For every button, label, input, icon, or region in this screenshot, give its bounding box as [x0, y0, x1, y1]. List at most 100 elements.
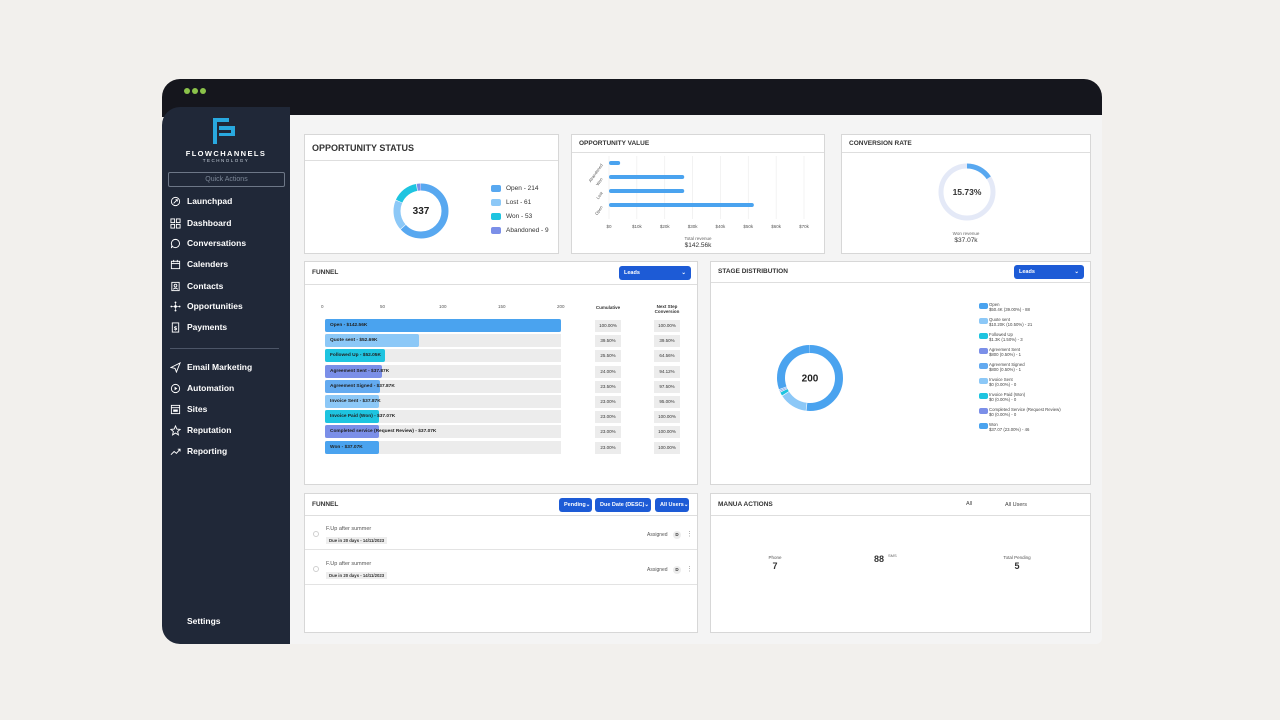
- more-options-icon[interactable]: ⋮: [686, 531, 693, 538]
- sidebar-item-label: Settings: [187, 616, 221, 626]
- rocket-icon: [169, 195, 181, 207]
- sidebar-item-sites[interactable]: Sites: [169, 402, 207, 416]
- sidebar-item-reputation[interactable]: Reputation: [169, 423, 231, 437]
- funnel-axis-label: 200: [557, 304, 565, 309]
- x-tick-label: $10k: [632, 224, 643, 229]
- legend-swatch: [979, 318, 988, 324]
- users-filter[interactable]: All Users ⌄: [655, 498, 689, 512]
- pending-filter[interactable]: Pending ⌄: [559, 498, 592, 512]
- sidebar-item-settings[interactable]: Settings: [187, 614, 221, 628]
- conversion-rate-card: CONVERSION RATE 15.73% Won revenue $37.0…: [841, 134, 1091, 254]
- all-filter[interactable]: All: [966, 501, 973, 507]
- flowchannels-logo-icon: [213, 118, 235, 144]
- funnel-bar[interactable]: Invoice Sent - $37.87K: [325, 395, 381, 408]
- assignee-avatar[interactable]: D: [673, 566, 681, 574]
- funnel-bar[interactable]: Invoice Paid (Won) - $37.07K: [325, 410, 395, 424]
- legend-swatch: [979, 333, 988, 339]
- funnel-bar[interactable]: Quote sent - $52.69K: [325, 334, 420, 348]
- sidebar-item-label: Payments: [187, 322, 228, 332]
- legend-label: Lost - 61: [506, 199, 532, 206]
- donut-segment: [777, 345, 843, 411]
- task-checkbox[interactable]: [313, 566, 319, 572]
- legend-stage-name: Completed Service (Request Review): [989, 407, 1061, 412]
- sidebar-item-dashboard[interactable]: Dashboard: [169, 216, 231, 230]
- sidebar-item-reporting[interactable]: Reporting: [169, 444, 227, 458]
- y-tick-label: Open: [594, 204, 604, 216]
- sidebar-item-email-marketing[interactable]: Email Marketing: [169, 360, 252, 374]
- sidebar-item-label: Email Marketing: [187, 362, 253, 372]
- legend-swatch: [979, 348, 988, 354]
- legend-label: Abandoned - 9: [506, 227, 549, 234]
- card-title: CONVERSION RATE: [849, 140, 912, 147]
- card-divider: [842, 152, 1090, 153]
- next-step-value: 39.50%: [654, 335, 680, 348]
- total-revenue-value: $142.56k: [684, 242, 712, 249]
- due-date-sort[interactable]: Due Date (DESC) ⌄: [595, 498, 651, 512]
- funnel-axis-label: 50: [380, 304, 386, 309]
- next-step-header: Next Step Conversion: [649, 304, 685, 314]
- window-dot-1[interactable]: [184, 88, 190, 94]
- next-step-value: 100.00%: [654, 441, 680, 454]
- total-pending-value: 5: [1014, 561, 1020, 571]
- sidebar-item-payments[interactable]: $ Payments: [169, 320, 227, 334]
- sidebar-item-opportunities[interactable]: Opportunities: [169, 299, 243, 313]
- chevron-down-icon: ⌄: [681, 270, 686, 276]
- funnel-chart: 0 50 100 150 200 Open - $142.56K 100.00% 100.00…: [305, 262, 697, 484]
- funnel-bar[interactable]: Open - $142.56K: [325, 319, 561, 332]
- card-divider: [711, 282, 1090, 283]
- phone-value: 7: [772, 561, 778, 571]
- funnel-bar[interactable]: Agreement Sent - $37.87K: [325, 364, 389, 378]
- task-checkbox[interactable]: [313, 531, 319, 537]
- cumulative-value: 39.50%: [595, 335, 621, 348]
- gauge-arc: [938, 163, 996, 221]
- sidebar-item-label: Calenders: [187, 259, 229, 269]
- sidebar-item-conversations[interactable]: Conversations: [169, 236, 246, 250]
- all-users-filter[interactable]: All Users: [1005, 502, 1028, 508]
- assignee-avatar[interactable]: D: [673, 531, 681, 539]
- task-row[interactable]: F.Up after summer Due in 20 days - 14/11…: [305, 516, 697, 550]
- opportunity-value-chart: $0 $10k $20k $30k $40k $50k $60k $70kAbandonedW…: [587, 156, 810, 229]
- legend-swatch: [491, 199, 501, 206]
- next-step-value: 100.00%: [654, 411, 680, 424]
- window-dot-3[interactable]: [200, 88, 206, 94]
- opportunity-value-card: OPPORTUNITY VALUE $0 $10k $20k $30k $40k $50k…: [571, 134, 825, 254]
- task-title: F.Up after summer: [326, 561, 372, 567]
- quick-actions-input[interactable]: Quick Actions: [168, 172, 285, 187]
- legend-label: Won - 53: [506, 213, 533, 220]
- stage-select[interactable]: Leads ⌄: [1014, 265, 1084, 279]
- funnel-bar[interactable]: Agreement Signed - $37.87K: [325, 379, 395, 393]
- legend-item: Won - 53: [491, 213, 532, 220]
- funnel-bar[interactable]: Followed Up - $52.05K: [325, 349, 386, 363]
- manual-actions-card: MANUA ACTIONS All All Users Phone 7 88 S…: [710, 493, 1091, 633]
- more-options-icon[interactable]: ⋮: [686, 566, 693, 573]
- task-row[interactable]: F.Up after summer Due in 20 days - 14/11…: [305, 551, 697, 585]
- select-value: Leads: [624, 270, 640, 276]
- sidebar-divider: [170, 348, 279, 349]
- sites-icon: [169, 403, 181, 415]
- sidebar-item-calenders[interactable]: Calenders: [169, 257, 228, 271]
- next-step-value: 64.56%: [654, 350, 680, 363]
- card-divider: [572, 152, 824, 153]
- legend-label: Open $50.4K (39.00%) - 88: [989, 302, 1030, 312]
- funnel-stage-select[interactable]: Leads ⌄: [619, 266, 691, 280]
- select-value: Due Date (DESC): [600, 502, 645, 508]
- task-assigned-label: Assigned: [647, 567, 668, 573]
- legend-swatch: [979, 303, 988, 309]
- x-tick-label: $60k: [771, 224, 782, 229]
- sidebar-item-launchpad[interactable]: Launchpad: [169, 194, 232, 208]
- card-title: FUNNEL: [312, 269, 339, 276]
- card-divider: [305, 284, 697, 285]
- legend-stage-name: Agreement Signed: [989, 362, 1025, 367]
- funnel-bar[interactable]: Completed service (Request Review) - $37…: [325, 425, 436, 439]
- cumulative-value: 23.00%: [595, 441, 621, 454]
- window-dot-2[interactable]: [192, 88, 198, 94]
- x-tick-label: $30k: [688, 224, 699, 229]
- funnel-bar[interactable]: Won - $37.07K: [325, 440, 380, 454]
- sidebar-item-automation[interactable]: Automation: [169, 381, 234, 395]
- bar: [609, 161, 621, 165]
- sidebar-item-contacts[interactable]: Contacts: [169, 279, 223, 293]
- legend-item: Open - 214: [491, 185, 539, 192]
- legend-label: Agreement Sent $800 (0.50%) - 1: [989, 347, 1021, 357]
- legend-stage-value: $0 (0.00%) - 0: [989, 412, 1017, 418]
- legend-stage-name: Invoice Paid (Won): [989, 392, 1026, 397]
